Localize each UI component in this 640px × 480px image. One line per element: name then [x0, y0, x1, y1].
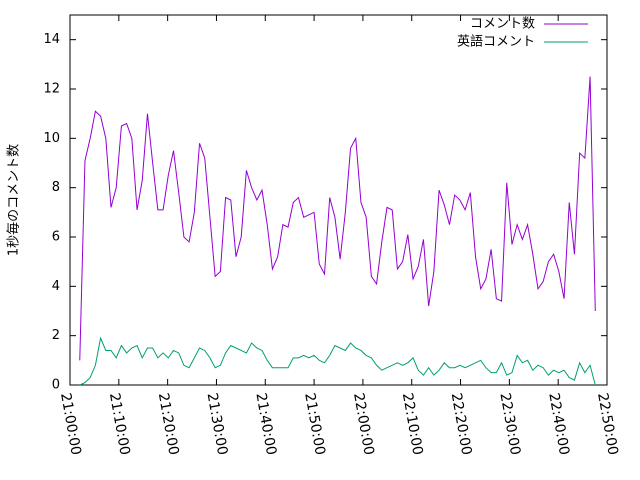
series-line — [79, 336, 596, 386]
y-tick-label: 12 — [43, 82, 60, 97]
x-tick-label: 22:10:00 — [399, 392, 426, 457]
plot-border — [69, 14, 608, 386]
series-line — [79, 76, 596, 361]
x-tick-label: 21:00:00 — [57, 392, 84, 457]
y-tick-label: 2 — [52, 328, 60, 343]
legend-label: コメント数 — [470, 17, 535, 32]
y-tick-label: 10 — [43, 131, 60, 146]
x-tick-label: 21:30:00 — [204, 392, 231, 457]
x-tick-label: 22:40:00 — [545, 392, 572, 457]
x-tick-label: 22:20:00 — [448, 392, 475, 457]
y-tick-label: 14 — [43, 32, 60, 47]
y-tick-label: 8 — [52, 180, 60, 195]
x-tick-label: 21:20:00 — [155, 392, 182, 457]
legend-label: 英語コメント — [457, 34, 535, 50]
y-tick-label: 6 — [52, 230, 60, 245]
y-tick-label: 4 — [52, 279, 60, 294]
x-tick-label: 21:50:00 — [301, 392, 328, 457]
x-tick-label: 21:10:00 — [106, 392, 133, 457]
x-tick-label: 22:30:00 — [496, 392, 523, 457]
x-tick-label: 22:00:00 — [350, 392, 377, 457]
y-tick-label: 0 — [52, 378, 60, 393]
x-tick-label: 21:40:00 — [252, 392, 279, 457]
x-tick-label: 22:50:00 — [594, 392, 621, 457]
y-axis-label: 1秒毎のコメント数 — [6, 144, 22, 256]
